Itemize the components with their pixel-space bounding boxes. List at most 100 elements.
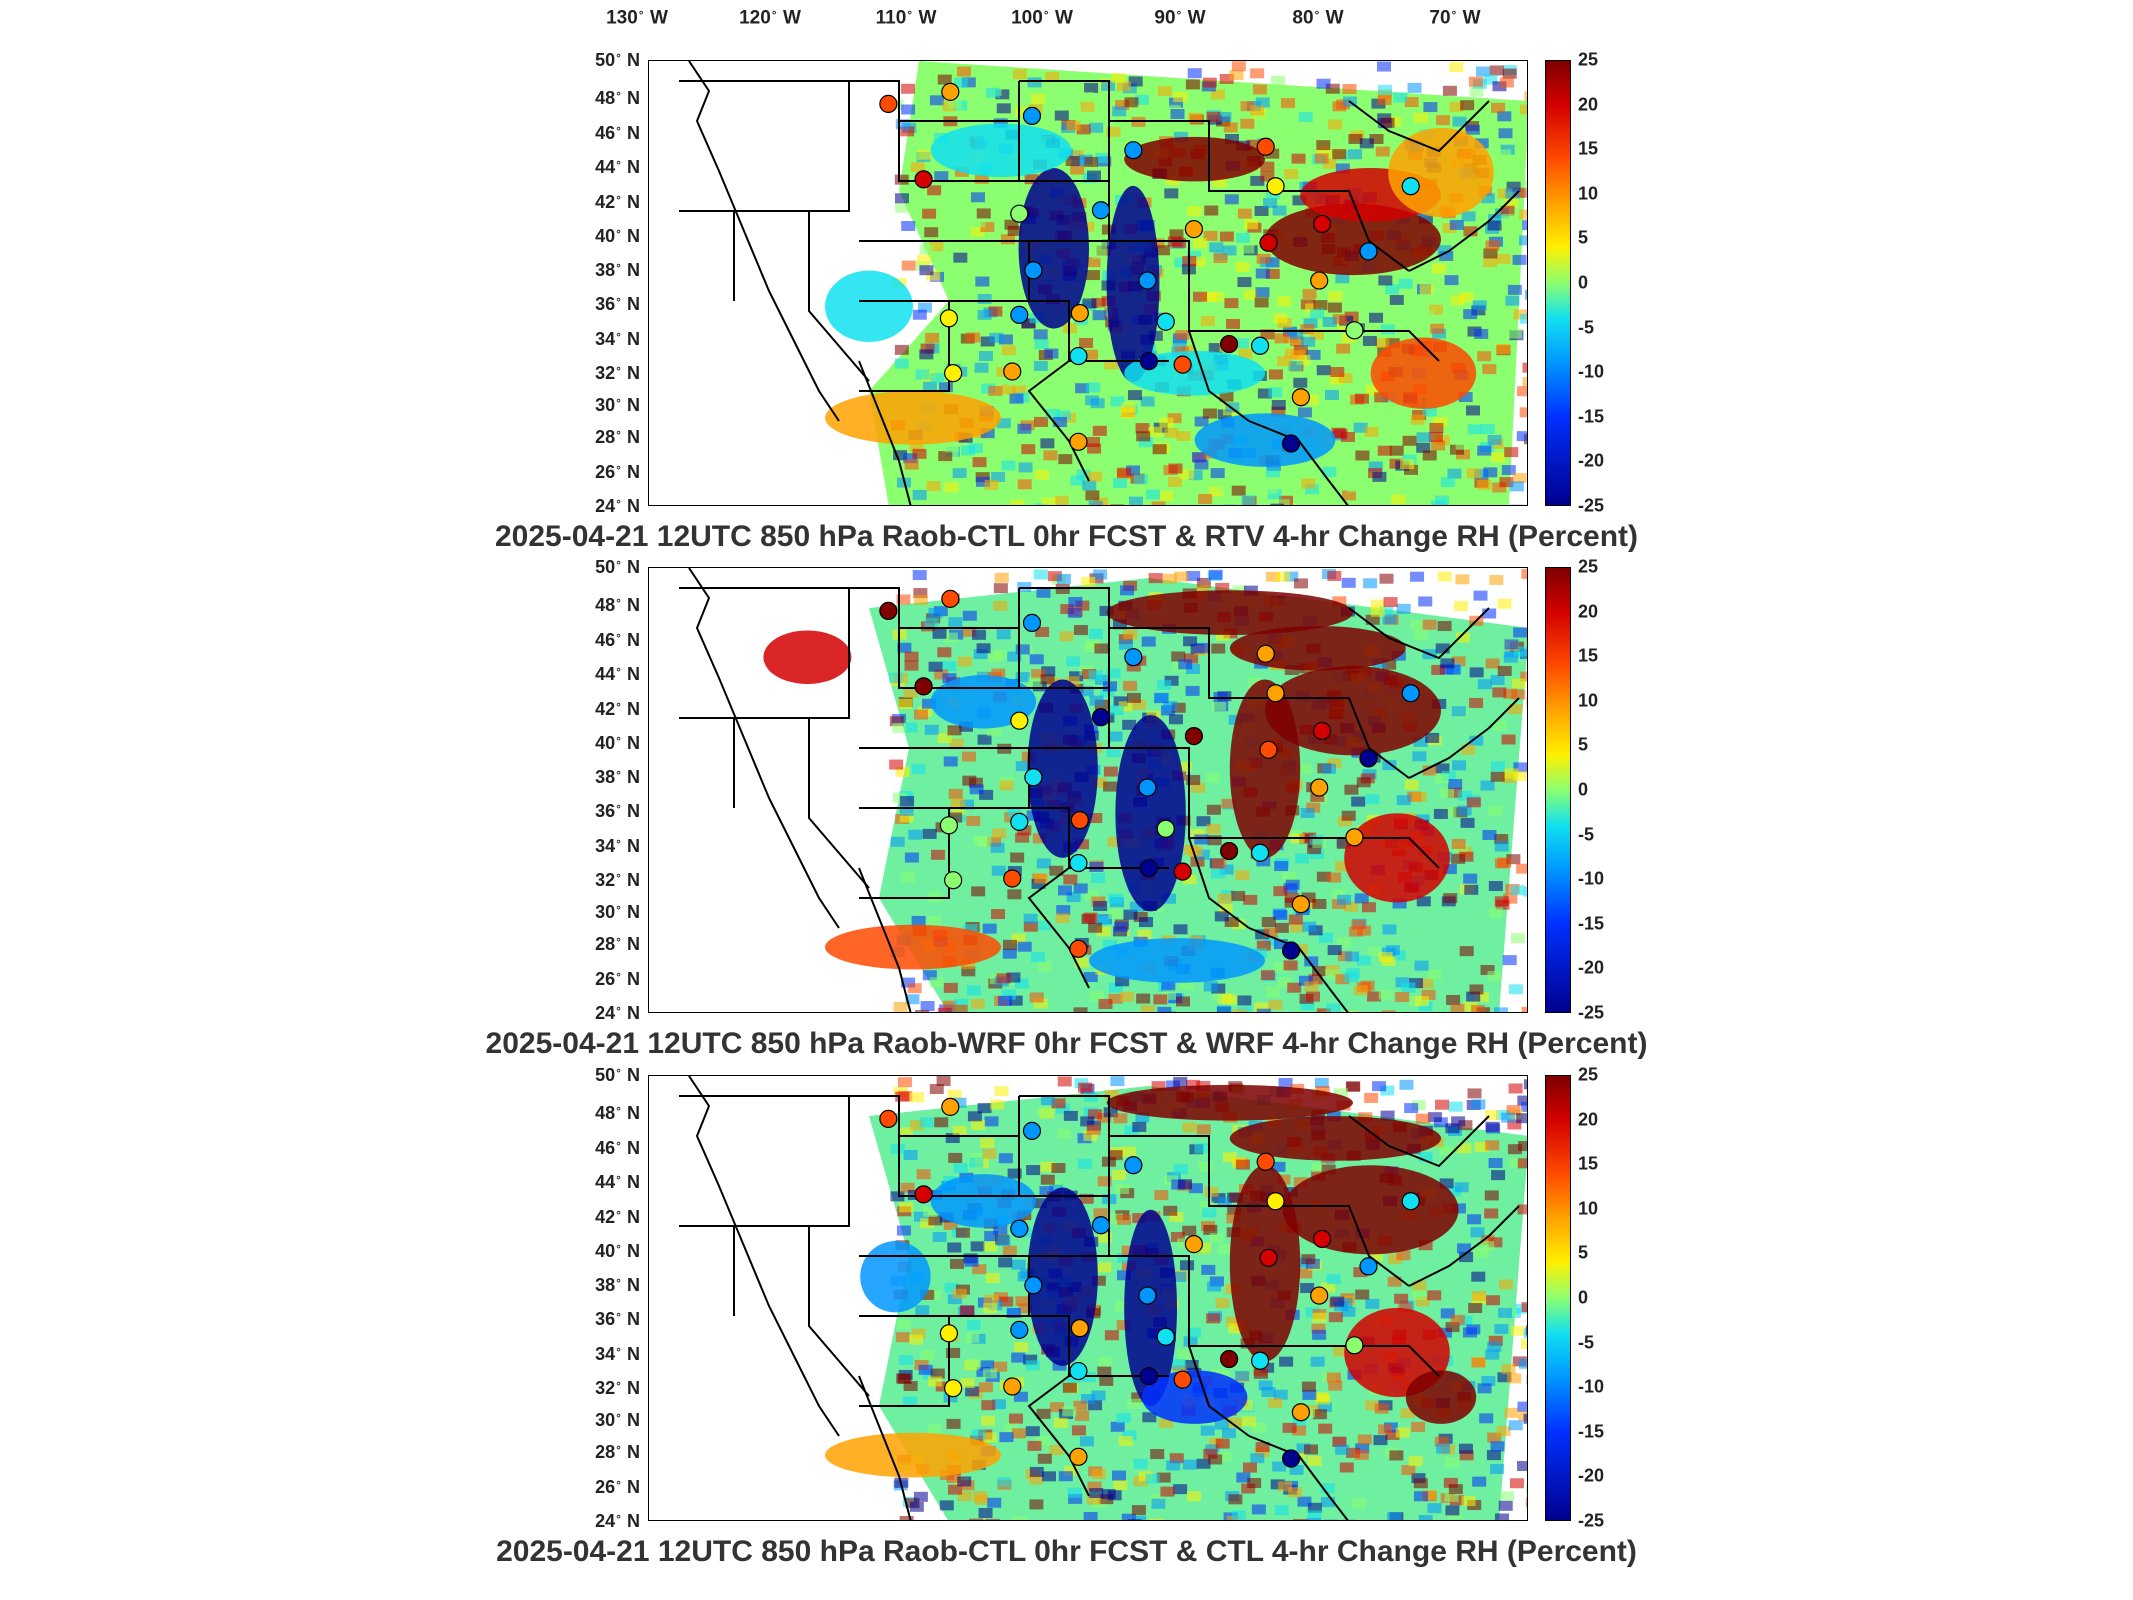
field-cell <box>1188 1183 1203 1194</box>
raob-station-marker <box>1139 1367 1158 1386</box>
field-cell <box>1108 731 1123 742</box>
field-cell <box>1480 780 1495 791</box>
field-cell <box>1148 330 1163 341</box>
field-cell <box>1194 416 1209 427</box>
field-feature <box>1194 413 1336 467</box>
raob-station-marker <box>1291 895 1311 914</box>
field-cell <box>1116 1413 1131 1424</box>
field-cell <box>994 572 1009 583</box>
raob-station-marker <box>941 589 960 608</box>
field-cell <box>1402 435 1417 446</box>
field-cell <box>1219 73 1234 84</box>
raob-station-marker <box>1070 811 1089 830</box>
field-cell <box>1342 84 1357 95</box>
state-boundary <box>1109 240 1289 332</box>
field-cell <box>928 661 943 672</box>
field-cell <box>922 698 937 709</box>
field-cell <box>1065 676 1080 687</box>
field-cell <box>1494 834 1509 845</box>
field-cell <box>1365 385 1380 396</box>
colorbar-tick-label: -20 <box>1578 450 1605 471</box>
field-cell <box>1194 834 1209 845</box>
field-cell <box>1212 990 1227 1001</box>
field-cell <box>1100 686 1115 697</box>
raob-station-marker <box>1022 106 1042 125</box>
field-cell <box>1079 337 1094 348</box>
field-cell <box>911 473 926 484</box>
field-cell <box>1382 614 1397 625</box>
field-cell <box>1300 1000 1315 1011</box>
field-cell <box>1520 671 1527 682</box>
field-cell <box>1449 62 1464 73</box>
field-cell <box>1277 356 1292 367</box>
state-boundary <box>1027 1375 1090 1497</box>
field-cell <box>1191 452 1206 463</box>
field-cell <box>1148 426 1163 437</box>
field-cell <box>1106 372 1121 383</box>
field-cell <box>1423 102 1438 113</box>
field-cell <box>1096 926 1111 937</box>
state-boundary <box>1109 747 1289 839</box>
field-cell <box>1240 118 1255 129</box>
field-cell <box>1469 984 1484 995</box>
state-boundary <box>688 1076 840 1437</box>
field-cell <box>1497 188 1512 199</box>
field-cell <box>966 985 981 996</box>
field-cell <box>904 852 919 863</box>
field-cell <box>907 983 922 994</box>
field-cell <box>1085 490 1100 501</box>
field-cell <box>932 1231 947 1242</box>
field-cell <box>1010 852 1025 863</box>
field-cell <box>978 351 993 362</box>
field-cell <box>1355 1443 1370 1454</box>
field-cell <box>1241 1483 1256 1494</box>
field-cell <box>1238 348 1253 359</box>
latitude-tick-label: 26∘ N <box>595 1476 640 1497</box>
field-cell <box>898 1127 913 1138</box>
field-cell <box>1161 981 1176 992</box>
field-cell <box>912 309 927 320</box>
field-cell <box>1007 1168 1022 1179</box>
field-cell <box>1041 1471 1056 1482</box>
field-cell <box>1272 205 1287 216</box>
field-cell <box>1301 478 1316 489</box>
field-cell <box>967 1111 982 1122</box>
field-cell <box>1445 1322 1460 1333</box>
raob-station-marker <box>1156 1327 1175 1346</box>
field-cell <box>1315 492 1330 503</box>
field-cell <box>1378 1424 1393 1435</box>
field-cell <box>890 1143 905 1154</box>
field-cell <box>919 349 934 360</box>
field-cell <box>1008 995 1023 1006</box>
field-cell <box>1516 863 1527 874</box>
field-cell <box>1017 423 1032 434</box>
field-cell <box>998 334 1013 345</box>
field-cell <box>1300 1283 1315 1294</box>
field-cell <box>1454 1182 1469 1193</box>
field-cell <box>1057 1128 1072 1139</box>
field-cell <box>1451 656 1466 667</box>
state-boundary <box>1348 100 1490 153</box>
field-cell <box>1391 950 1406 961</box>
field-cell <box>1012 1516 1027 1520</box>
field-cell <box>1412 751 1427 762</box>
field-cell <box>1161 893 1176 904</box>
field-cell <box>924 227 939 238</box>
field-cell <box>1169 97 1184 108</box>
field-cell <box>1136 993 1151 1004</box>
field-cell <box>975 276 990 287</box>
raob-station-marker <box>939 1324 959 1343</box>
colorbar-tick-label: -20 <box>1578 1465 1605 1486</box>
field-cell <box>1252 1422 1267 1433</box>
colorbar-tick-label: 15 <box>1578 645 1599 666</box>
field-cell <box>1133 1458 1148 1469</box>
field-cell <box>1459 1252 1474 1263</box>
field-cell <box>911 1328 926 1339</box>
field-cell <box>1004 1422 1019 1433</box>
field-cell <box>1483 467 1498 478</box>
field-cell <box>989 332 1004 343</box>
field-cell <box>1204 205 1219 216</box>
field-cell <box>928 68 943 79</box>
field-cell <box>1187 68 1202 79</box>
state-boundary <box>1408 190 1520 272</box>
